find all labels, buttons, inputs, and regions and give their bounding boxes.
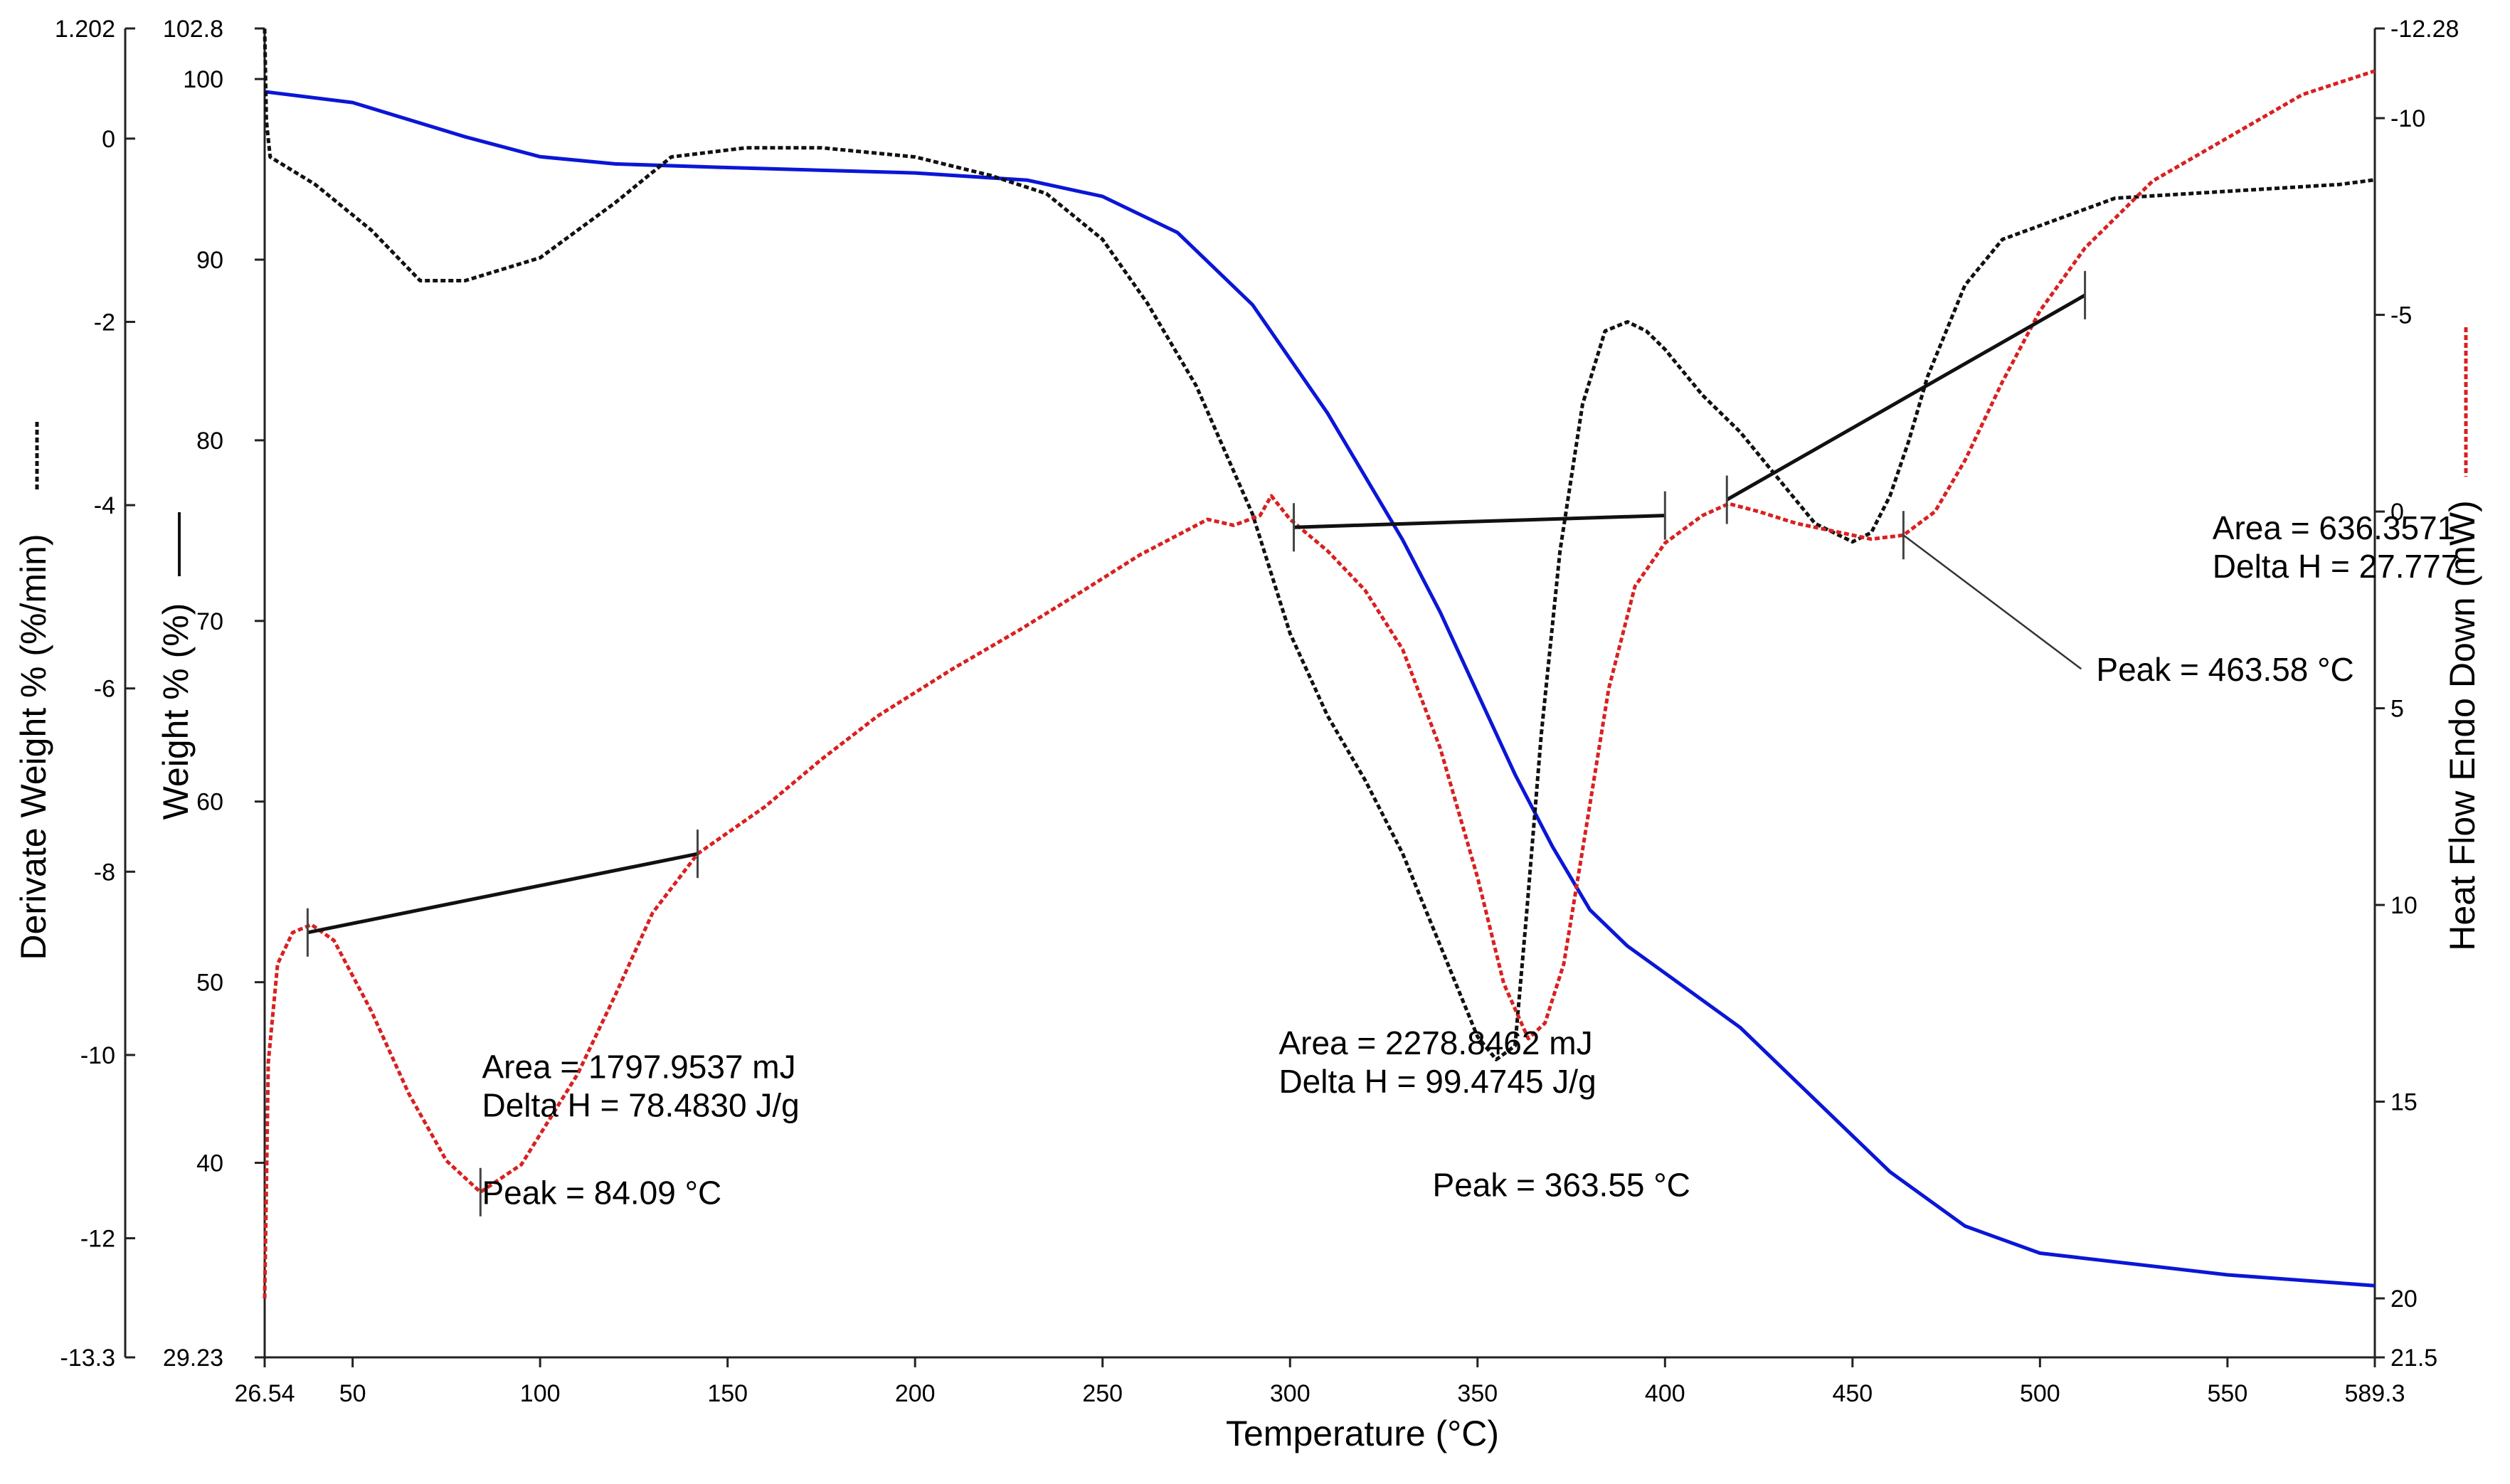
integration-baseline bbox=[307, 852, 699, 935]
annotation-group: Area = 1797.9537 mJ Delta H = 78.4830 J/g… bbox=[482, 509, 2459, 1212]
axis-labels: Temperature (°C) Derivate Weight % (%/min… bbox=[14, 327, 2482, 1453]
annotation-line: Area = 2278.8462 mJ bbox=[1278, 1024, 1592, 1061]
annotation-line: Area = 1797.9537 mJ bbox=[482, 1048, 795, 1085]
weight-tick-label: 102.8 bbox=[163, 16, 223, 43]
heat-tick-label: 5 bbox=[2390, 696, 2404, 723]
annotation-text: Area = 2278.8462 mJ Delta H = 99.4745 J/g bbox=[1278, 1024, 1596, 1100]
annotation-line: Delta H = 78.4830 J/g bbox=[482, 1086, 799, 1123]
x-tick-label: 400 bbox=[1645, 1380, 1685, 1407]
annotation-line: Area = 636.3571 bbox=[2213, 509, 2455, 546]
x-axis: 26.54 50 100 150 200 250 300 350 400 450 500 550 589… bbox=[234, 1357, 2405, 1407]
heat-tick-label: -10 bbox=[2390, 105, 2425, 132]
derivative-tick-label: -8 bbox=[94, 859, 115, 886]
derivative-tick-label: -4 bbox=[94, 492, 115, 519]
series-weight- bbox=[264, 90, 2376, 1288]
x-tick-label: 550 bbox=[2208, 1380, 2248, 1407]
derivative-tick-label: -12 bbox=[80, 1226, 115, 1253]
x-tick-label: 50 bbox=[339, 1380, 366, 1407]
series-derivative-weight- bbox=[263, 28, 2376, 1061]
annotation-text: Area = 1797.9537 mJ Delta H = 78.4830 J/g bbox=[482, 1048, 799, 1123]
heat-axis-label: Heat Flow Endo Down (mW) bbox=[2442, 500, 2482, 951]
annotation-text: Area = 636.3571 Delta H = 27.777 bbox=[2213, 509, 2459, 585]
derivative-tick-label: -2 bbox=[94, 309, 115, 336]
heat-flow-axis: -12.28 -10 -5 0 5 10 15 20 21.5 bbox=[2375, 16, 2459, 1372]
heat-tick-label: 20 bbox=[2390, 1286, 2418, 1313]
x-tick-label: 200 bbox=[895, 1380, 936, 1407]
annotation-text: Peak = 84.09 °C bbox=[482, 1174, 721, 1211]
annotation-line: Peak = 84.09 °C bbox=[482, 1174, 721, 1211]
heat-tick-label: -5 bbox=[2390, 302, 2412, 329]
weight-tick-label: 60 bbox=[196, 789, 223, 816]
weight-axis: 102.8 100 90 80 70 60 50 40 29.23 bbox=[163, 16, 265, 1372]
weight-tick-label: 100 bbox=[183, 66, 223, 93]
baseline-group bbox=[306, 270, 2087, 1217]
weight-tick-label: 50 bbox=[196, 970, 223, 997]
derivative-axis: 1.202 0 -2 -4 -6 -8 -10 -12 -13.3 bbox=[55, 16, 135, 1372]
annotation-text: Peak = 363.55 °C bbox=[1433, 1166, 1690, 1203]
derivative-tick-label: -10 bbox=[80, 1042, 115, 1069]
x-tick-label: 450 bbox=[1832, 1380, 1873, 1407]
derivative-tick-label: -6 bbox=[94, 676, 115, 703]
weight-tick-label: 80 bbox=[196, 428, 223, 455]
x-tick-label: 589.3 bbox=[2344, 1380, 2405, 1407]
heat-tick-label: 10 bbox=[2390, 892, 2418, 919]
annotation-text: Peak = 463.58 °C bbox=[2096, 651, 2353, 688]
weight-tick-label: 40 bbox=[196, 1150, 223, 1177]
integration-baseline bbox=[1726, 293, 2086, 502]
annotation-line: Delta H = 99.4745 J/g bbox=[1278, 1063, 1596, 1100]
peak-leader-line bbox=[1902, 534, 2082, 670]
x-tick-label: 350 bbox=[1457, 1380, 1498, 1407]
series-heat-flow bbox=[263, 69, 2376, 1299]
derivative-axis-label: Derivate Weight % (%/min) bbox=[14, 534, 53, 960]
derivative-tick-label: 1.202 bbox=[55, 16, 115, 43]
annotation-line: Delta H = 27.777 bbox=[2213, 548, 2459, 585]
integration-baseline bbox=[1293, 514, 1666, 529]
x-tick-label: 26.54 bbox=[234, 1380, 295, 1407]
x-axis-label: Temperature (°C) bbox=[1226, 1414, 1499, 1453]
series-group bbox=[263, 28, 2376, 1299]
heat-tick-label: 21.5 bbox=[2390, 1345, 2437, 1372]
plot-frame bbox=[263, 28, 2376, 1359]
heat-tick-label: 15 bbox=[2390, 1089, 2418, 1116]
weight-tick-label: 29.23 bbox=[163, 1345, 223, 1372]
heat-tick-label: -12.28 bbox=[2390, 16, 2459, 43]
weight-axis-label: Weight % (%) bbox=[156, 603, 196, 820]
x-tick-label: 150 bbox=[707, 1380, 748, 1407]
derivative-tick-label: 0 bbox=[102, 126, 115, 153]
heat-tick-label: 0 bbox=[2390, 499, 2404, 526]
x-tick-label: 300 bbox=[1270, 1380, 1310, 1407]
x-tick-label: 100 bbox=[520, 1380, 561, 1407]
x-tick-label: 250 bbox=[1082, 1380, 1123, 1407]
annotation-line: Peak = 363.55 °C bbox=[1433, 1166, 1690, 1203]
weight-tick-label: 70 bbox=[196, 608, 223, 635]
weight-tick-label: 90 bbox=[196, 247, 223, 274]
derivative-tick-label: -13.3 bbox=[60, 1345, 116, 1372]
annotation-line: Peak = 463.58 °C bbox=[2096, 651, 2353, 688]
x-tick-label: 500 bbox=[2020, 1380, 2060, 1407]
